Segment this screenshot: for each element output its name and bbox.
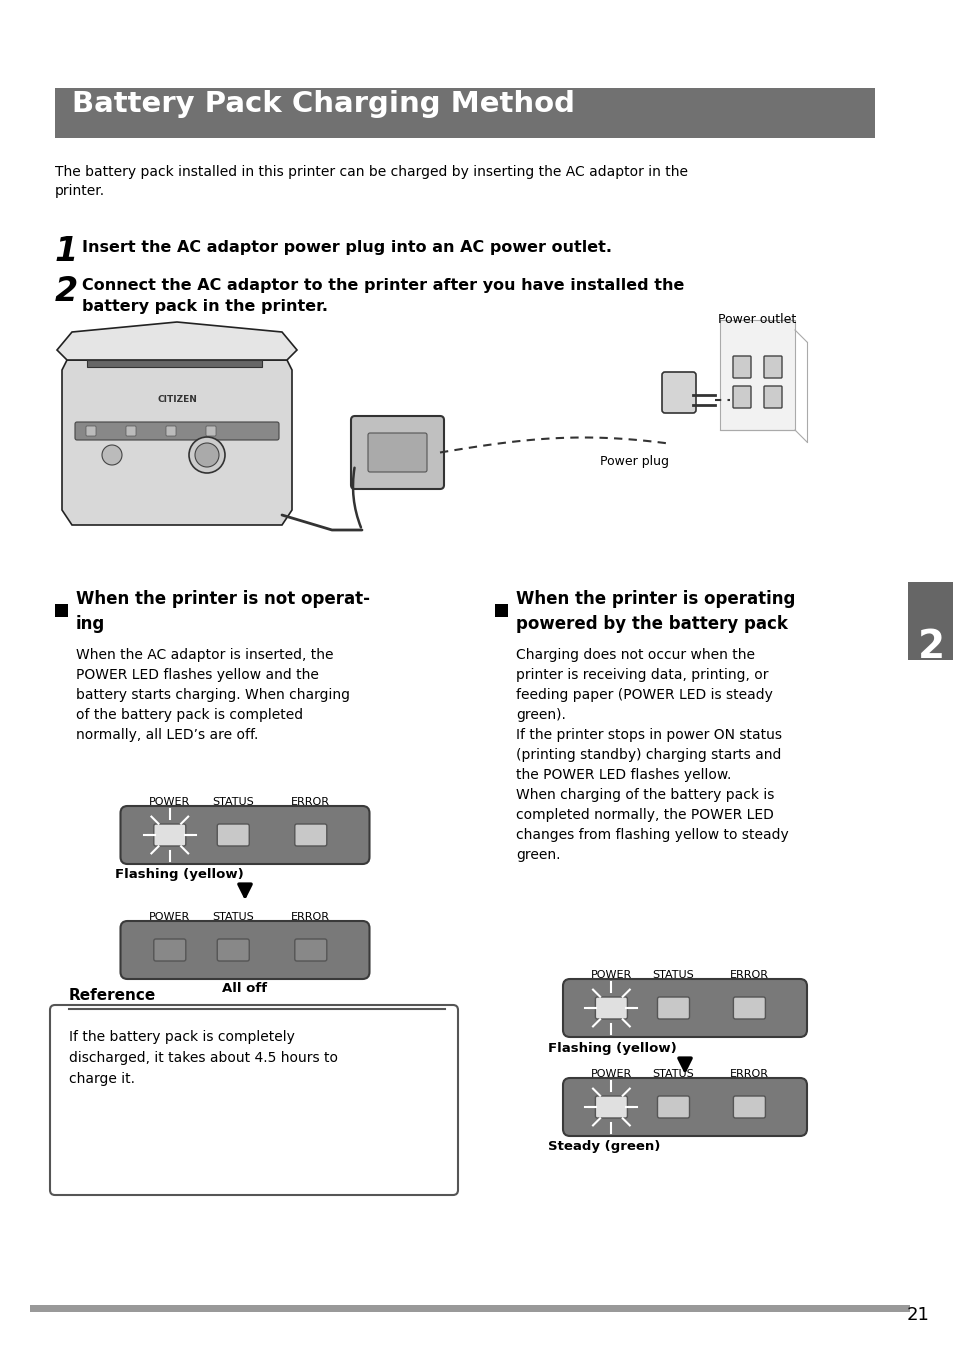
FancyBboxPatch shape [368,433,427,472]
Text: Charging does not occur when the
printer is receiving data, printing, or
feeding: Charging does not occur when the printer… [516,648,788,863]
Text: Power outlet: Power outlet [717,314,796,326]
FancyBboxPatch shape [733,1096,764,1118]
Text: Flashing (yellow): Flashing (yellow) [115,868,244,882]
Text: STATUS: STATUS [213,796,253,807]
Text: ERROR: ERROR [291,913,330,922]
FancyBboxPatch shape [30,1305,909,1311]
Text: POWER: POWER [590,1069,631,1079]
FancyBboxPatch shape [55,88,874,138]
Text: 1: 1 [55,235,78,268]
Text: STATUS: STATUS [652,969,694,980]
FancyBboxPatch shape [294,823,327,846]
Circle shape [102,445,122,465]
Text: Battery Pack Charging Method: Battery Pack Charging Method [71,91,575,118]
Bar [55,604,68,617]
Polygon shape [62,360,292,525]
FancyBboxPatch shape [732,356,750,379]
Text: Insert the AC adaptor power plug into an AC power outlet.: Insert the AC adaptor power plug into an… [82,241,612,256]
FancyBboxPatch shape [86,426,96,435]
FancyBboxPatch shape [733,996,764,1019]
FancyBboxPatch shape [763,387,781,408]
FancyBboxPatch shape [562,979,806,1037]
Text: POWER: POWER [149,913,191,922]
Text: ERROR: ERROR [291,796,330,807]
Text: All off: All off [222,982,267,995]
FancyBboxPatch shape [153,940,186,961]
FancyBboxPatch shape [657,996,689,1019]
FancyBboxPatch shape [217,940,249,961]
Text: ERROR: ERROR [729,1069,768,1079]
Text: When the printer is not operat-: When the printer is not operat- [76,589,370,608]
FancyBboxPatch shape [75,422,278,439]
Circle shape [189,437,225,473]
FancyBboxPatch shape [206,426,215,435]
FancyBboxPatch shape [166,426,175,435]
FancyBboxPatch shape [217,823,249,846]
FancyBboxPatch shape [907,581,953,660]
FancyBboxPatch shape [120,806,369,864]
Text: When the printer is operating: When the printer is operating [516,589,795,608]
FancyBboxPatch shape [294,940,327,961]
FancyBboxPatch shape [595,1096,627,1118]
Text: CITIZEN: CITIZEN [157,396,196,404]
Text: POWER: POWER [590,969,631,980]
Text: Reference: Reference [69,988,156,1003]
Text: 2: 2 [917,627,943,667]
Text: powered by the battery pack: powered by the battery pack [516,615,787,633]
FancyBboxPatch shape [87,360,262,366]
Text: Steady (green): Steady (green) [547,1140,659,1153]
Circle shape [194,443,219,466]
Text: STATUS: STATUS [652,1069,694,1079]
Polygon shape [57,322,296,360]
Text: The battery pack installed in this printer can be charged by inserting the AC ad: The battery pack installed in this print… [55,165,687,199]
FancyBboxPatch shape [720,320,794,430]
FancyBboxPatch shape [657,1096,689,1118]
FancyBboxPatch shape [763,356,781,379]
FancyBboxPatch shape [50,1005,457,1195]
FancyBboxPatch shape [595,996,627,1019]
FancyBboxPatch shape [562,1078,806,1136]
Text: When the AC adaptor is inserted, the
POWER LED flashes yellow and the
battery st: When the AC adaptor is inserted, the POW… [76,648,350,742]
Text: Connect the AC adaptor to the printer after you have installed the
battery pack : Connect the AC adaptor to the printer af… [82,279,683,314]
Text: ERROR: ERROR [729,969,768,980]
Text: Flashing (yellow): Flashing (yellow) [547,1042,676,1055]
Text: If the battery pack is completely
discharged, it takes about 4.5 hours to
charge: If the battery pack is completely discha… [69,1030,337,1086]
FancyBboxPatch shape [732,387,750,408]
FancyBboxPatch shape [120,921,369,979]
FancyBboxPatch shape [661,372,696,412]
FancyBboxPatch shape [126,426,136,435]
Text: ing: ing [76,615,105,633]
Text: 21: 21 [905,1306,928,1324]
Text: Power plug: Power plug [599,456,669,468]
Text: POWER: POWER [149,796,191,807]
Text: 2: 2 [55,274,78,308]
FancyBboxPatch shape [351,416,443,489]
Bar [495,604,507,617]
Text: STATUS: STATUS [213,913,253,922]
FancyBboxPatch shape [153,823,186,846]
